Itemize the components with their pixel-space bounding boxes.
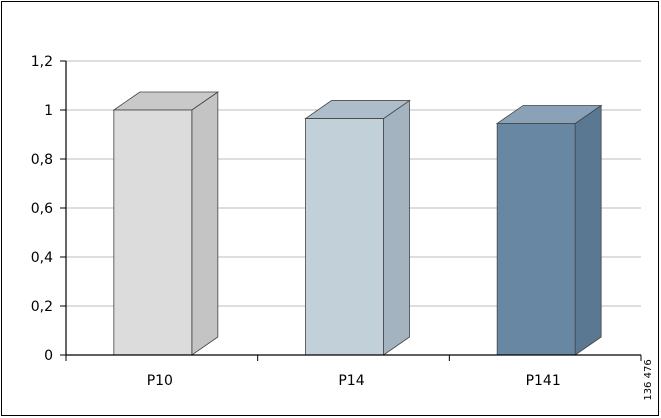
x-tick-label: P141 — [526, 373, 561, 389]
x-tick-label: P14 — [338, 373, 364, 389]
y-tick-label: 0,8 — [31, 152, 53, 168]
x-tick-label: P10 — [147, 373, 173, 389]
bar-P14 — [304, 99, 411, 356]
bar-side — [191, 91, 219, 356]
bar-front — [496, 123, 576, 356]
y-tick-label: 1,2 — [31, 54, 53, 70]
bar-P10 — [112, 91, 220, 356]
y-tick-label: 0,4 — [31, 250, 53, 266]
y-tick-label: 0,2 — [31, 299, 53, 315]
figure-id: 136 476 — [643, 359, 654, 400]
bar-P141 — [495, 104, 603, 356]
y-tick-label: 0 — [44, 348, 53, 364]
bar-side — [574, 104, 602, 356]
bar-front — [305, 118, 384, 356]
y-tick-label: 0,6 — [31, 201, 53, 217]
y-tick-label: 1 — [44, 103, 53, 119]
bar-front — [113, 109, 193, 356]
bar-side — [383, 99, 410, 356]
